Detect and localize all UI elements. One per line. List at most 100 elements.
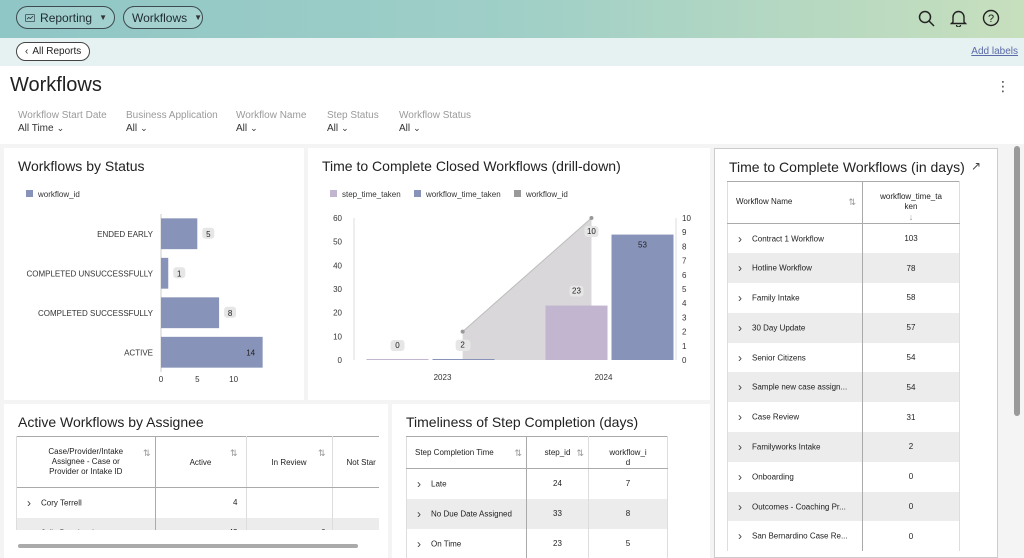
workflow-time-taken-cell: 103 [862, 223, 960, 254]
x-tick-label: 2024 [595, 373, 613, 382]
chevron-right-icon[interactable]: › [738, 290, 742, 305]
workflow-time-taken-cell: 78 [862, 253, 960, 284]
bar [161, 257, 169, 289]
bell-icon[interactable] [948, 8, 968, 28]
series-line [462, 217, 592, 332]
chevron-right-icon[interactable]: › [738, 320, 742, 335]
chart-line-icon [25, 13, 36, 22]
all-reports-button[interactable]: ‹ All Reports [16, 42, 91, 61]
table-row[interactable]: › No Due Date Assigned 33 8 [406, 498, 668, 529]
sort-icon[interactable]: ⇅ [514, 448, 522, 458]
column-header-not-started[interactable]: Not Star [332, 436, 379, 488]
timeliness-table: Step Completion Time ⇅ step_id ⇅ workflo… [406, 436, 668, 558]
column-header-label: In Review [271, 457, 307, 467]
workflow-id-cell: 5 [588, 528, 668, 558]
table-row[interactable]: › Case Review 31 [727, 402, 960, 433]
sort-icon[interactable]: ⇅ [848, 197, 856, 207]
column-header-active[interactable]: Active ⇅ [155, 436, 247, 488]
filter-business-application[interactable]: Business Application All ⌄ [126, 110, 218, 134]
sort-desc-icon[interactable]: ↓ [908, 212, 914, 222]
table-row[interactable]: › Familyworks Intake 2 [727, 432, 960, 462]
sort-icon[interactable]: ⇅ [142, 448, 151, 458]
workflow-time-taken-cell: 0 [862, 461, 960, 492]
chevron-right-icon[interactable]: › [738, 469, 742, 484]
chevron-right-icon[interactable]: › [738, 231, 742, 246]
help-icon[interactable]: ? [981, 8, 1001, 28]
x-tick-label: 5 [195, 375, 200, 384]
workflows-menu-button[interactable]: Workflows ▼ [123, 6, 203, 29]
breadcrumb-bar: ‹ All Reports Add labels [0, 38, 1024, 66]
step-completion-label: Late [431, 479, 447, 489]
workflow-name: Outcomes - Coaching Pr... [752, 502, 846, 512]
workflow-time-taken-cell: 31 [862, 402, 960, 433]
table-row[interactable]: › Outcomes - Coaching Pr... 0 [727, 491, 960, 522]
workflow-name-cell: › Familyworks Intake [727, 432, 863, 462]
table-row[interactable]: ›Julia Bouchard436 [17, 517, 379, 531]
in-review-cell [246, 487, 333, 518]
filter-step-status[interactable]: Step Status All ⌄ [327, 110, 379, 134]
workflow-name: Sample new case assign... [752, 382, 848, 392]
table-row[interactable]: › Cory Terrell 4 [17, 487, 379, 518]
sort-icon[interactable]: ⇅ [229, 448, 238, 458]
bar [161, 218, 198, 250]
table-row[interactable]: › San Bernardino Case Re... 0 [727, 521, 960, 552]
chevron-right-icon[interactable]: › [738, 410, 742, 425]
chevron-down-icon: ⌄ [250, 123, 258, 133]
column-header-workflow-time-taken[interactable]: workflow_time_ta ken ↓ [862, 181, 960, 224]
horizontal-scrollbar[interactable] [18, 544, 358, 548]
active-cell: 4 [155, 487, 247, 518]
chevron-right-icon[interactable]: › [738, 529, 742, 544]
data-label-bg [224, 306, 237, 318]
column-header-in-review[interactable]: In Review ⇅ [246, 436, 333, 488]
chevron-right-icon[interactable]: › [738, 439, 742, 454]
filter-workflow-status[interactable]: Workflow Status All ⌄ [399, 110, 471, 134]
filter-workflow-start-date[interactable]: Workflow Start Date All Time ⌄ [18, 110, 107, 134]
sort-icon[interactable]: ⇅ [576, 448, 584, 458]
workflow-name-cell: › Case Review [727, 402, 863, 433]
column-header-assignee[interactable]: Case/Provider/Intake Assignee - Case or … [17, 436, 156, 488]
column-header-workflow-id[interactable]: workflow_i d [588, 436, 668, 469]
chevron-right-icon[interactable]: › [27, 495, 31, 510]
chevron-right-icon[interactable]: › [417, 536, 421, 551]
chevron-right-icon[interactable]: › [417, 506, 421, 521]
bar [432, 359, 495, 360]
y-right-tick-label: 8 [682, 242, 687, 251]
column-header-step-completion-time[interactable]: Step Completion Time ⇅ [406, 436, 527, 469]
workflow-time-taken-cell: 54 [862, 372, 960, 403]
y-left-tick-label: 20 [333, 309, 342, 318]
vertical-scrollbar[interactable] [1014, 146, 1020, 416]
more-options-icon[interactable]: ⋮ [996, 78, 1010, 94]
column-header-workflow-name[interactable]: Workflow Name ⇅ [727, 181, 863, 224]
chevron-right-icon[interactable]: › [738, 380, 742, 395]
table-row[interactable]: › Late 24 7 [406, 468, 668, 499]
chevron-right-icon[interactable]: › [417, 476, 421, 491]
bar [161, 336, 263, 368]
chevron-right-icon[interactable]: › [738, 499, 742, 514]
table-row[interactable]: › Onboarding 0 [727, 461, 960, 492]
data-label: 14 [246, 348, 255, 357]
add-labels-link[interactable]: Add labels [971, 46, 1018, 57]
search-icon[interactable] [916, 8, 936, 28]
table-row[interactable]: › Sample new case assign... 54 [727, 372, 960, 403]
chevron-right-icon[interactable]: › [27, 526, 41, 531]
workflow-name-cell: › Contract 1 Workflow [727, 223, 863, 254]
table-row[interactable]: › Senior Citizens 54 [727, 342, 960, 373]
table-row[interactable]: › 30 Day Update 57 [727, 312, 960, 343]
workflows-by-status-card: Workflows by Status workflow_id ENDED EA… [4, 148, 304, 400]
chevron-right-icon[interactable]: › [738, 350, 742, 365]
time-to-complete-closed-card: Time to Complete Closed Workflows (drill… [308, 148, 710, 400]
table-row[interactable]: › Contract 1 Workflow 103 [727, 223, 960, 254]
chevron-right-icon[interactable]: › [738, 261, 742, 276]
table-row[interactable]: › On Time 23 5 [406, 528, 668, 558]
reporting-menu-button[interactable]: Reporting ▼ [16, 6, 115, 29]
data-label: 10 [587, 227, 596, 236]
workflow-time-taken-cell: 2 [862, 432, 960, 462]
expand-icon[interactable]: ↗ [970, 159, 981, 173]
sort-icon[interactable]: ⇅ [317, 448, 326, 458]
filter-workflow-name[interactable]: Workflow Name All ⌄ [236, 110, 306, 134]
filter-value: All [399, 123, 411, 134]
data-label: 23 [572, 287, 581, 296]
table-row[interactable]: › Family Intake 58 [727, 283, 960, 313]
column-header-step-id[interactable]: step_id ⇅ [526, 436, 589, 469]
table-row[interactable]: › Hotline Workflow 78 [727, 253, 960, 284]
